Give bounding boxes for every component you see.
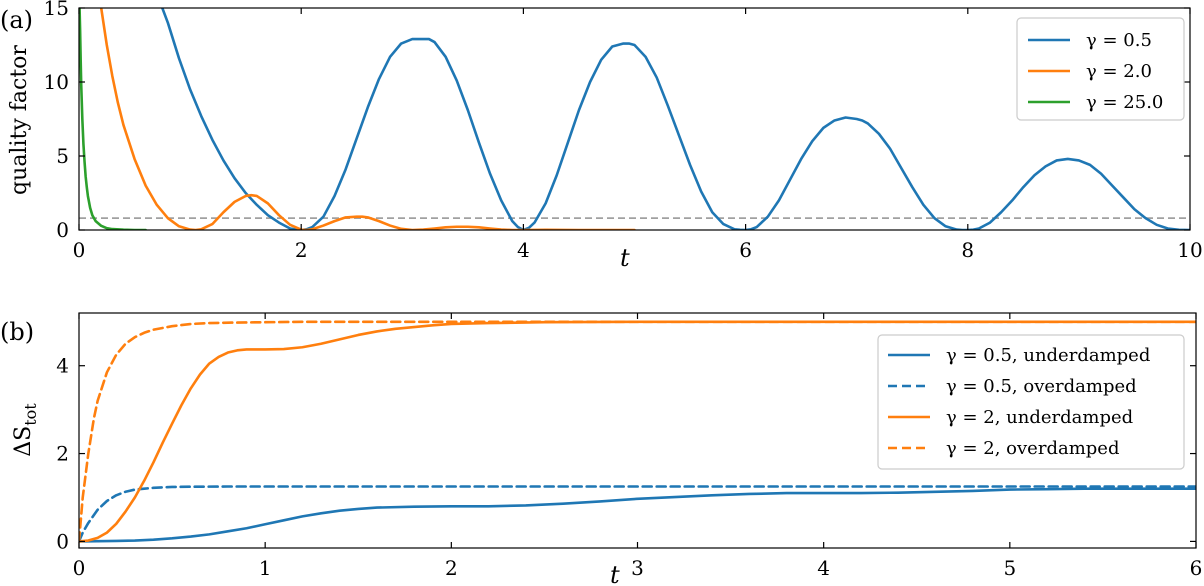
plot-frame: [78, 7, 1191, 231]
series-line-2: [79, 320, 1196, 543]
panel-a-quality-factor-chart: (a) 0 2 4 6 8 10 0 5 10 15 t quality factor γ = 0…: [0, 0, 1203, 272]
y-tick-label: 4: [56, 354, 69, 378]
legend-label-0: γ = 0.5, underdamped: [946, 345, 1150, 366]
x-tick-label: 6: [1190, 556, 1203, 580]
series-lines: [79, 320, 1196, 543]
series-line-0: [161, 8, 1190, 230]
legend-label-3: γ = 2, overdamped: [946, 438, 1119, 459]
x-tick-label: 0: [73, 238, 86, 262]
y-tick-label: 0: [56, 218, 69, 242]
x-tick-label: 1: [259, 556, 272, 580]
series-line-1: [79, 485, 1196, 543]
x-tick-label: 6: [739, 238, 752, 262]
panel-b-legend: γ = 0.5, underdamped γ = 0.5, overdamped γ…: [877, 334, 1185, 470]
panel-a-legend: γ = 0.5 γ = 2.0 γ = 25.0: [1016, 17, 1185, 121]
x-tick-label: 4: [517, 238, 530, 262]
x-tick-label: 10: [1177, 238, 1202, 262]
panel-b-y-axis-label-main: ΔS: [11, 426, 36, 457]
x-tick-label: 4: [817, 556, 830, 580]
y-tick-label: 5: [56, 144, 69, 168]
legend-label-2: γ = 2, underdamped: [946, 407, 1133, 428]
y-tick-label: 15: [44, 0, 69, 20]
series-line-0: [79, 487, 1196, 543]
panel-b-y-axis-label: ΔStot: [11, 403, 40, 457]
series-line-3: [79, 320, 1196, 543]
y-tick-label: 10: [44, 70, 69, 94]
x-tick-label: 8: [961, 238, 974, 262]
series-line-2: [79, 8, 147, 230]
x-tick-label: 2: [295, 238, 308, 262]
plot-b-area: 0 1 2 3 4 5 6 0 2 4: [56, 312, 1203, 580]
y-tick-label: 2: [56, 442, 69, 466]
panel-b-legend-box: [877, 334, 1185, 470]
panel-a-legend-box: [1016, 17, 1185, 121]
series-line-1: [99, 8, 636, 230]
panel-b-entropy-chart: (b) 0 1 2 3 4 5 6 0 2 4 t ΔStot γ = 0.5, underdam…: [0, 312, 1203, 586]
y-tick-label: 0: [56, 529, 69, 553]
legend-label-1: γ = 0.5, overdamped: [946, 376, 1137, 397]
panel-a-x-axis-label: t: [620, 244, 630, 272]
panel-b-label: (b): [0, 318, 34, 346]
x-tick-label: 2: [445, 556, 458, 580]
x-tick-label: 3: [631, 556, 644, 580]
panel-b-y-axis-label-subscript: tot: [21, 403, 40, 426]
legend-label-2: γ = 25.0: [1086, 92, 1163, 113]
plot-a-area: 0 2 4 6 8 10 0 5 10 15: [44, 0, 1203, 262]
panel-b-x-axis-label: t: [610, 561, 620, 586]
x-tick-label: 5: [1003, 556, 1016, 580]
panel-a-y-axis-label: quality factor: [7, 45, 32, 195]
x-tick-label: 0: [73, 556, 86, 580]
panel-a-label: (a): [0, 6, 33, 34]
legend-label-1: γ = 2.0: [1086, 61, 1152, 82]
legend-label-0: γ = 0.5: [1086, 30, 1152, 51]
